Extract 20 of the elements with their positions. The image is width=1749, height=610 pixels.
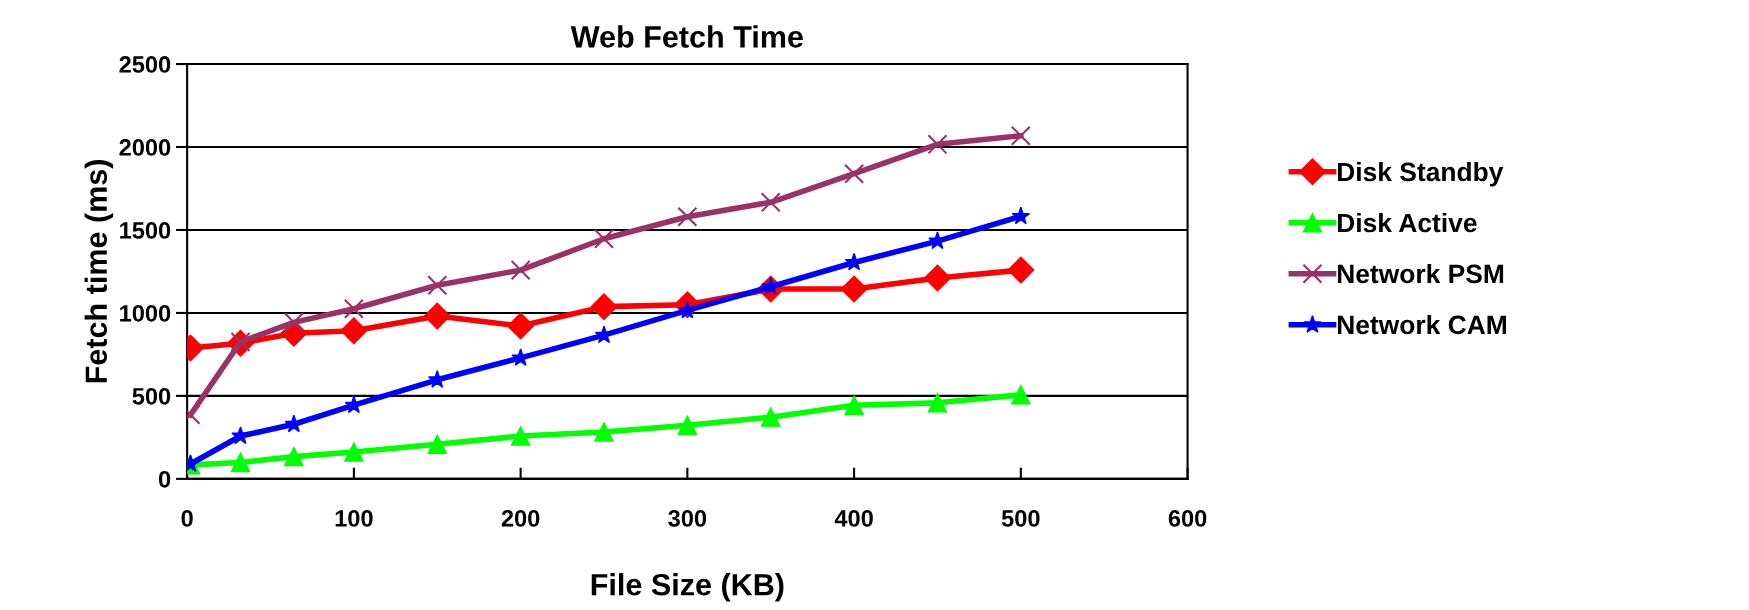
x-tick-label: 600 bbox=[1168, 510, 1207, 527]
legend-label: Network CAM bbox=[1337, 314, 1506, 335]
legend-label: Disk Active bbox=[1337, 212, 1477, 233]
y-axis-title: Fetch time (ms) bbox=[84, 160, 114, 383]
x-tick-label: 400 bbox=[834, 510, 873, 527]
x-tick-label: 100 bbox=[335, 510, 373, 527]
y-tick-label: 0 bbox=[158, 470, 171, 488]
y-tick-label: 2500 bbox=[119, 56, 171, 73]
x-tick-label: 0 bbox=[181, 510, 193, 527]
y-tick-label: 1500 bbox=[120, 222, 171, 239]
x-axis-title: File Size (KB) bbox=[591, 573, 784, 602]
x-tick-label: 500 bbox=[1001, 510, 1040, 527]
legend-label: Network PSM bbox=[1337, 263, 1504, 284]
x-tick-label: 200 bbox=[501, 510, 540, 527]
y-tick-label: 500 bbox=[132, 387, 171, 405]
y-tick-label: 1000 bbox=[120, 305, 171, 322]
chart-title: Web Fetch Time bbox=[570, 25, 803, 48]
x-tick-label: 300 bbox=[668, 510, 707, 527]
legend-label: Disk Standby bbox=[1337, 161, 1504, 187]
y-tick-label: 2000 bbox=[119, 139, 171, 156]
